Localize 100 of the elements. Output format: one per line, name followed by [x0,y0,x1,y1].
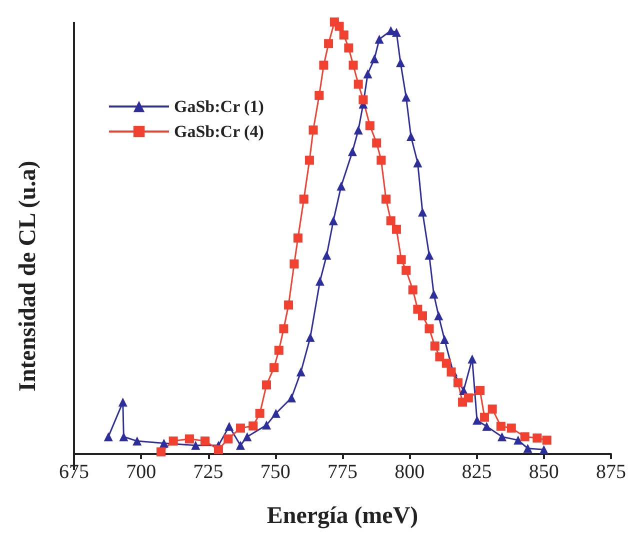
point [104,432,113,442]
point [319,60,328,70]
point [539,445,548,454]
point [440,335,450,344]
point [497,432,506,442]
x-tick-label: 750 [260,461,290,483]
point [284,300,294,310]
point [262,420,272,430]
point [159,438,168,448]
point [430,342,440,350]
point [475,386,484,395]
x-tick-label: 850 [528,461,559,483]
point [248,421,258,430]
point [358,95,368,104]
point [279,324,288,334]
point [434,311,444,320]
point [374,34,384,44]
point [271,408,280,418]
y-axis-title: Intensidad de CL (u.a) [15,160,41,392]
point [334,22,344,31]
point [274,346,284,355]
point [363,69,372,78]
point [306,332,315,342]
point [514,436,523,445]
point [262,380,272,390]
point [402,92,411,102]
point [224,422,234,431]
point [408,285,418,294]
point [365,121,374,130]
point [370,54,379,64]
legend-label: GaSb:Cr (1) [174,97,264,116]
point [381,194,390,204]
point [520,432,530,442]
point [156,447,166,456]
point [339,30,348,40]
point [402,266,411,275]
x-tick-label: 775 [328,461,358,483]
legend-label: GaSb:Cr (4) [174,122,264,141]
point [324,39,334,48]
x-tick-label: 725 [193,461,224,483]
point [435,352,444,362]
point [542,436,552,445]
point [168,436,178,446]
point [328,216,338,226]
point [296,367,306,376]
point [322,250,332,260]
point [372,138,382,148]
point [348,60,358,70]
point [214,445,223,454]
point [464,393,473,402]
point [424,324,434,334]
point [523,444,532,453]
point [496,422,506,431]
point [314,90,324,100]
point [354,80,363,89]
x-tick-label: 825 [462,461,492,483]
point [488,404,497,414]
point [299,194,308,204]
point [336,182,346,191]
point [191,440,200,450]
point [132,436,142,446]
point [376,156,386,165]
point [118,398,128,407]
point [418,208,428,217]
point [286,393,296,402]
x-tick-label: 800 [394,461,425,483]
point [184,434,194,444]
x-tick-label: 875 [596,461,626,483]
point [482,422,492,431]
point [200,436,210,446]
point [480,412,490,422]
point [406,132,416,141]
point [236,424,245,433]
point [472,416,482,425]
point [396,58,405,68]
point [315,276,324,286]
point [236,440,245,450]
point [396,255,406,264]
point [344,43,354,52]
point [386,216,396,226]
point [532,434,542,443]
point [418,311,428,320]
x-tick-label: 675 [59,461,89,483]
point [293,234,302,242]
point [308,126,318,134]
point [242,432,252,442]
point [468,354,477,364]
point [290,259,299,268]
point [304,156,314,165]
point [354,126,363,134]
point [224,434,233,444]
x-tick-label: 700 [126,461,156,483]
point [413,158,422,168]
point [442,358,451,368]
point [270,363,279,372]
point [392,28,401,37]
point [453,378,462,388]
point [255,408,264,418]
point [119,432,128,442]
point [424,250,434,260]
